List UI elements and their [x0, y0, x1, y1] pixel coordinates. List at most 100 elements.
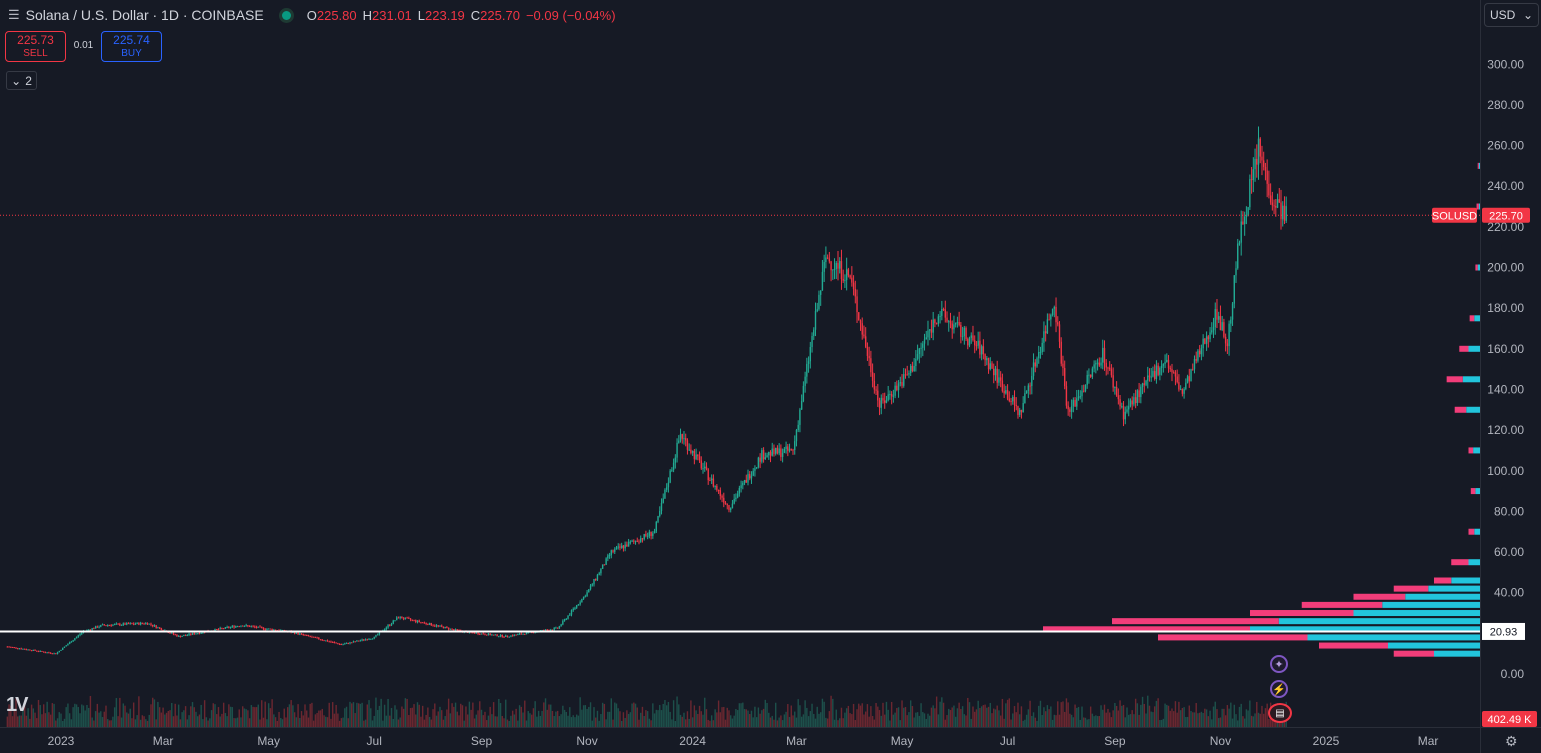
- candle-body: [396, 617, 398, 621]
- volume-bar: [1057, 701, 1059, 727]
- currency-select[interactable]: USD ⌄: [1484, 3, 1539, 27]
- gear-icon[interactable]: ⚙: [1505, 733, 1518, 749]
- candle-body: [880, 397, 882, 408]
- candle-body: [32, 649, 35, 651]
- tradingview-logo-icon[interactable]: 1V: [6, 694, 29, 716]
- candle-body: [641, 538, 644, 540]
- candle-body: [425, 622, 427, 624]
- volume-bar: [1145, 713, 1147, 727]
- volume-bar: [311, 702, 313, 727]
- volume-bar: [252, 706, 254, 727]
- volume-bar: [1129, 714, 1132, 727]
- volume-bar: [1027, 709, 1030, 727]
- candle-body: [1093, 364, 1095, 369]
- candle-body: [434, 625, 436, 627]
- candle-body: [750, 475, 753, 479]
- volume-bar: [1192, 712, 1194, 727]
- lightning-icon[interactable]: ⚡: [1270, 680, 1288, 698]
- market-status-icon[interactable]: [281, 10, 291, 20]
- volume-bar: [889, 720, 891, 727]
- candle-body: [262, 627, 265, 630]
- candle-body: [1275, 205, 1277, 208]
- candle-body: [1134, 397, 1137, 404]
- candle-body: [1192, 369, 1194, 371]
- candle-body: [885, 400, 888, 403]
- candle-body: [18, 648, 21, 650]
- volume-bar: [197, 716, 199, 727]
- price-axis[interactable]: 300.00280.00260.00240.00220.00200.00180.…: [1487, 57, 1524, 681]
- symbol-title[interactable]: Solana / U.S. Dollar · 1D · COINBASE: [25, 7, 264, 23]
- volume-bar: [1231, 718, 1234, 727]
- candle-body: [681, 434, 683, 439]
- volume-bar: [724, 719, 727, 727]
- candle-body: [1183, 389, 1185, 394]
- candle-body: [678, 440, 680, 443]
- candle-body: [238, 626, 240, 628]
- candle-body: [591, 584, 593, 586]
- volume-bar: [257, 704, 259, 727]
- candle-body: [1159, 367, 1161, 375]
- volume-bar: [754, 706, 756, 727]
- candle-body: [252, 626, 254, 628]
- candle-body: [866, 346, 869, 356]
- time-axis[interactable]: 2023 Mar May Jul Sep Nov 2024 Mar May Jul Sep Nov 20…: [48, 734, 1439, 748]
- volume-bar: [595, 717, 597, 727]
- candle-body: [110, 625, 112, 627]
- volume-bar: [648, 718, 651, 727]
- profile-down-bar: [1446, 376, 1463, 383]
- volume-bar: [1138, 714, 1140, 727]
- candle-body: [1027, 385, 1030, 392]
- candle-body: [579, 602, 581, 605]
- volume-bar: [1055, 715, 1057, 727]
- volume-bar: [486, 720, 488, 727]
- volume-bar: [248, 718, 251, 727]
- volume-bar: [191, 702, 194, 727]
- candle-body: [53, 653, 55, 655]
- sell-button[interactable]: 225.73 SELL: [5, 31, 66, 62]
- candle-body: [768, 451, 770, 456]
- buy-price: 225.74: [113, 33, 150, 47]
- volume-bar: [1188, 705, 1190, 727]
- volume-bar: [776, 720, 779, 727]
- volume-bar: [1060, 702, 1062, 727]
- candle-body: [87, 629, 90, 631]
- volume-bar: [586, 708, 588, 727]
- volume-bar: [780, 715, 782, 727]
- us-flag-icon[interactable]: ▤: [1268, 703, 1292, 723]
- volume-bar: [759, 713, 761, 727]
- candle-body: [48, 652, 50, 654]
- candle-body: [421, 622, 424, 624]
- candle-body: [453, 629, 455, 631]
- volume-bar: [1096, 716, 1099, 727]
- hamburger-icon[interactable]: ☰: [8, 7, 20, 22]
- volume-bar: [859, 705, 862, 727]
- candle-body: [614, 549, 616, 552]
- volume-bar: [570, 717, 573, 727]
- buy-button[interactable]: 225.74 BUY: [101, 31, 162, 62]
- volume-bar: [539, 715, 542, 727]
- volume-bar: [600, 714, 602, 727]
- candle-body: [335, 642, 337, 644]
- candle-body: [145, 623, 147, 625]
- indicators-toggle-button[interactable]: ⌄ 2: [6, 71, 37, 90]
- candle-body: [1008, 398, 1011, 401]
- volume-bar: [851, 714, 853, 727]
- volume-bar: [466, 714, 469, 727]
- candle-body: [908, 373, 910, 375]
- volume-bar: [766, 702, 768, 727]
- candle-body: [261, 626, 263, 628]
- volume-bar: [274, 717, 277, 727]
- volume-bar: [1108, 712, 1111, 727]
- volume-bar: [124, 705, 126, 727]
- volume-bar: [351, 703, 353, 727]
- candle-body: [1261, 156, 1263, 161]
- candle-body: [1001, 380, 1004, 392]
- sparkle-icon[interactable]: ✦: [1270, 655, 1288, 673]
- x-tick-label: Sep: [471, 734, 493, 748]
- volume-bar: [1005, 703, 1007, 727]
- candle-body: [697, 454, 699, 457]
- volume-bar: [646, 711, 649, 727]
- volume-bar: [1237, 720, 1239, 727]
- candle-body: [1160, 365, 1163, 368]
